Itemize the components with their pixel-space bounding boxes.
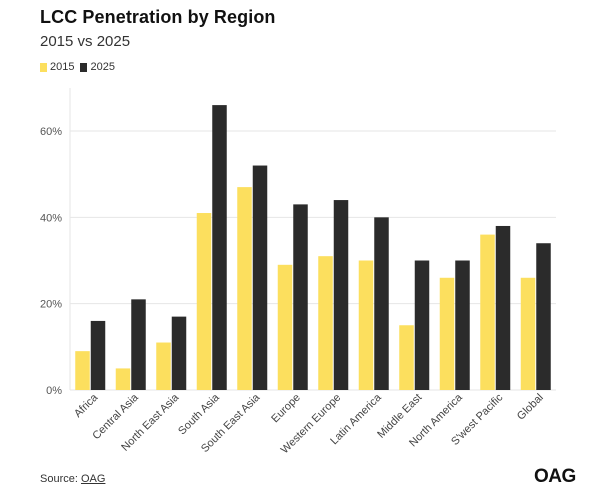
bar-2025 (374, 217, 389, 390)
x-tick-label: Africa (72, 391, 101, 420)
bar-2025 (455, 260, 470, 390)
bar-2025 (293, 204, 308, 390)
x-tick-label: Europe (269, 392, 303, 426)
source-link[interactable]: OAG (80, 473, 106, 485)
chart-subtitle: 2015 vs 2025 (40, 33, 131, 50)
oag-logo: OAG (534, 466, 576, 487)
bar-2025 (536, 243, 551, 390)
bar-2015 (237, 187, 252, 390)
legend-label-2025: 2025 (90, 61, 115, 73)
bar-2015 (399, 325, 414, 390)
bar-2015 (75, 351, 90, 390)
bar-2025 (252, 165, 268, 390)
bar-2025 (90, 320, 106, 390)
y-tick-label: 20% (40, 299, 62, 311)
bar-2025 (333, 200, 349, 390)
y-tick-label: 0% (46, 385, 62, 397)
bar-2015 (358, 260, 374, 390)
bar-2025 (212, 105, 227, 390)
legend-swatch-2025 (80, 62, 88, 72)
source-note: Source: OAG (40, 473, 105, 485)
bar-2015 (520, 277, 536, 390)
legend-item-2025: 2025 (80, 61, 115, 73)
bar-2025 (414, 260, 430, 390)
legend-item-2015: 2015 (40, 61, 74, 73)
bar-2015 (196, 213, 212, 390)
y-tick-label: 60% (40, 126, 62, 138)
bar-2015 (115, 368, 131, 390)
bar-2015 (318, 256, 333, 390)
bar-2015 (156, 342, 171, 390)
bar-2025 (131, 299, 146, 390)
bar-2015 (277, 264, 293, 390)
legend: 2015 2025 (40, 61, 121, 73)
bar-2015 (480, 234, 495, 390)
chart-title: LCC Penetration by Region (40, 7, 276, 27)
x-tick-label: Global (515, 392, 546, 423)
bar-2015 (439, 277, 455, 390)
bar-2025 (171, 316, 187, 390)
legend-swatch-2015 (40, 62, 47, 72)
legend-label-2015: 2015 (50, 61, 75, 73)
y-tick-label: 40% (40, 212, 62, 224)
bar-2025 (495, 225, 511, 390)
source-label: Source: (40, 473, 78, 485)
